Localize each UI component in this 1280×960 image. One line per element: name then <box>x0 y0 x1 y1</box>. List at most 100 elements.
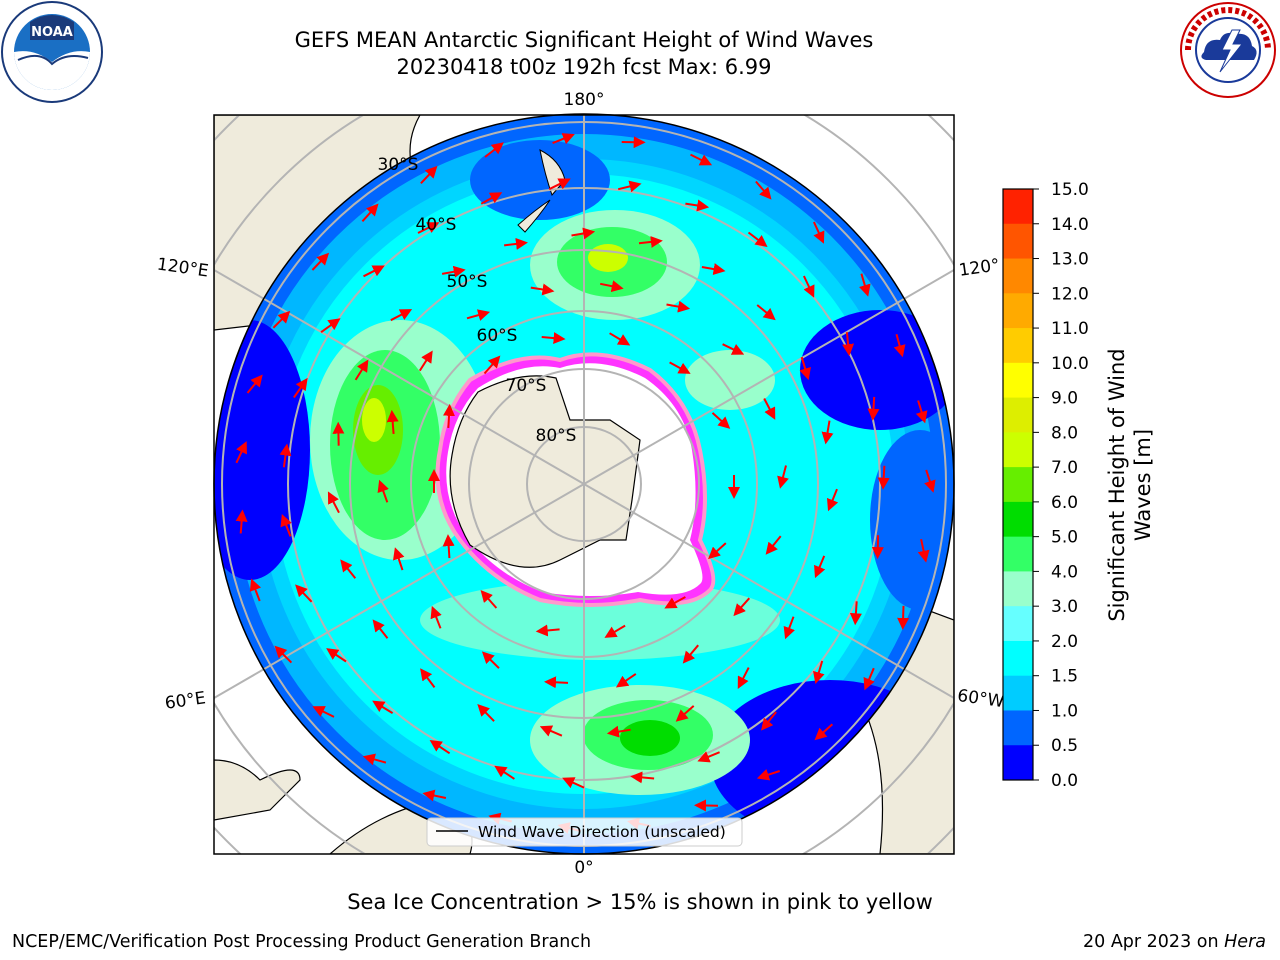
lat-label-70s: 70°S <box>506 376 547 396</box>
wave-direction-arrow <box>690 153 713 166</box>
wave-direction-arrow <box>606 725 631 738</box>
colorbar-bin <box>1003 362 1033 399</box>
wave-direction-arrow <box>442 534 455 559</box>
wave-direction-arrow <box>443 403 456 428</box>
footer-date: 20 Apr 2023 on Hera <box>1083 932 1266 952</box>
colorbar-tick-label: 1.5 <box>1051 667 1078 687</box>
colorbar-bin <box>1003 467 1033 503</box>
wave-direction-arrow <box>418 350 433 372</box>
wave-direction-arrow <box>675 705 695 722</box>
wave-direction-arrow <box>669 361 691 374</box>
wave-direction-arrow <box>477 704 495 722</box>
wave-direction-arrow <box>722 343 745 355</box>
lat-label-30s: 30°S <box>378 155 419 175</box>
wave-direction-arrow <box>821 420 834 445</box>
wave-direction-arrow <box>320 318 341 334</box>
colorbar-tick-label: 9.0 <box>1051 389 1078 409</box>
wave-direction-arrow <box>441 265 466 278</box>
wave-direction-arrow <box>422 789 447 802</box>
wave-direction-arrow <box>562 777 585 789</box>
map-title: GEFS MEAN Antarctic Significant Height o… <box>294 28 874 52</box>
lon-label-180: 180° <box>564 90 605 110</box>
wave-direction-arrow <box>609 332 631 346</box>
wave-direction-arrow <box>685 199 710 212</box>
wave-direction-arrow <box>877 465 890 490</box>
wave-direction-arrow <box>917 538 930 563</box>
lon-label-120w: 120° <box>958 255 1001 281</box>
wave-direction-arrow <box>429 739 451 755</box>
wave-direction-arrow <box>548 178 571 191</box>
wave-direction-arrow <box>813 660 825 685</box>
wave-direction-arrow <box>541 332 566 345</box>
wave-direction-arrow <box>480 192 503 205</box>
lat-label-80s: 80°S <box>536 426 577 446</box>
wave-direction-arrow <box>279 443 292 468</box>
wave-direction-arrow <box>393 547 405 571</box>
wave-direction-arrow <box>711 412 731 429</box>
colorbar-bin <box>1003 397 1033 433</box>
wave-direction-arrow <box>272 310 291 329</box>
wave-direction-arrow <box>765 535 782 555</box>
wave-direction-arrow <box>326 648 347 663</box>
colorbar-bin <box>1003 606 1033 642</box>
colorbar-tick-label: 13.0 <box>1051 250 1089 270</box>
wave-direction-arrow <box>697 751 720 763</box>
wave-direction-arrow <box>544 676 569 689</box>
colorbar-bin <box>1003 328 1033 364</box>
wave-direction-arrow <box>849 601 862 626</box>
wave-direction-arrow <box>312 706 335 718</box>
wave-direction-arrow <box>249 578 262 602</box>
wave-direction-arrow <box>783 616 795 640</box>
colorbar-tick-label: 2.0 <box>1051 632 1078 652</box>
colorbar-tick-label: 4.0 <box>1051 562 1078 582</box>
wave-direction-arrow <box>802 275 815 298</box>
wave-direction-arrow <box>552 133 575 145</box>
wave-direction-arrow <box>420 668 436 689</box>
colorbar-tick-label: 6.0 <box>1051 493 1078 513</box>
wave-direction-arrow <box>481 651 500 669</box>
map-legend: Wind Wave Direction (unscaled) <box>426 817 743 847</box>
wave-direction-arrow <box>280 514 292 537</box>
wave-direction-arrow <box>761 711 777 731</box>
wave-direction-arrow <box>814 555 826 579</box>
footer-host: Hera <box>1224 932 1266 952</box>
wave-direction-arrow <box>893 333 906 358</box>
colorbar-tick-label: 0.5 <box>1051 736 1078 756</box>
colorbar-bin <box>1003 258 1033 294</box>
wave-direction-arrow <box>638 236 663 248</box>
map-frame <box>213 114 955 855</box>
wave-direction-arrow <box>484 142 504 158</box>
nws-logo <box>1180 2 1276 98</box>
wave-direction-arrow <box>701 263 726 275</box>
wave-direction-arrow <box>466 309 491 321</box>
wave-direction-arrow <box>539 725 563 737</box>
wave-direction-arrow <box>666 300 691 313</box>
colorbar-tick-label: 1.0 <box>1051 701 1078 721</box>
colorbar-bin <box>1003 536 1033 572</box>
wave-direction-arrow <box>503 237 528 250</box>
colorbar-bin <box>1003 223 1033 260</box>
wave-direction-arrow <box>274 645 293 664</box>
wave-direction-arrow <box>630 771 655 784</box>
wave-direction-arrow <box>814 723 834 741</box>
wave-direction-arrow <box>867 396 880 421</box>
wave-direction-arrow <box>708 542 727 560</box>
lat-label-60s: 60°S <box>477 326 518 346</box>
wave-direction-arrow <box>494 765 515 780</box>
wave-direction-arrow <box>682 644 699 664</box>
wave-direction-arrow <box>755 180 772 200</box>
wave-direction-arrow <box>295 584 313 603</box>
wave-direction-arrow <box>390 309 413 322</box>
wave-direction-arrow <box>430 605 442 629</box>
colorbar-tick-label: 15.0 <box>1051 180 1089 200</box>
lon-label-60e: 60°E <box>164 688 207 713</box>
lon-label-0: 0° <box>574 858 593 878</box>
wave-direction-arrow <box>842 332 855 357</box>
wave-direction-arrow <box>777 465 789 489</box>
wave-direction-arrow <box>763 398 776 420</box>
wave-direction-arrow <box>386 409 399 434</box>
colorbar-tick-label: 12.0 <box>1051 284 1089 304</box>
wave-direction-arrow <box>417 222 440 234</box>
wave-direction-arrow <box>372 619 389 639</box>
